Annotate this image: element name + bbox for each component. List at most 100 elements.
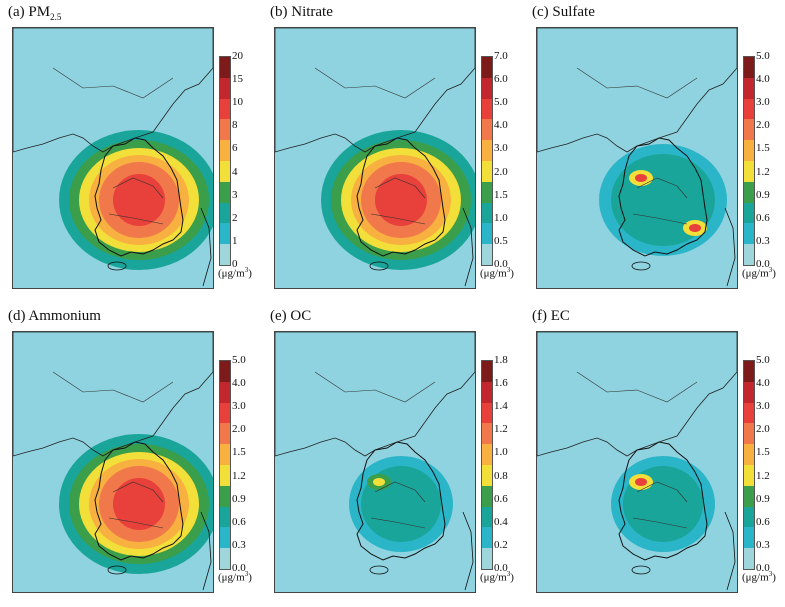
japan-coastline (462, 207, 474, 287)
panel-title-text: (c) Sulfate (532, 4, 595, 20)
unit-text: (μg/m (480, 571, 507, 584)
panel-title-d: (d) Ammonium (8, 308, 101, 325)
colorbar-tick-label: 10 (232, 96, 243, 109)
unit-text: (μg/m (218, 267, 245, 280)
colorbar-tick-label: 1.8 (494, 354, 508, 366)
map-panel-e: (e) OC 1.8 1.6 1.4 1.2 1.0 0.8 0.6 0.4 0.2 0.0 (μg/… (262, 304, 524, 604)
colorbar (743, 56, 755, 266)
colorbar-tick-label: 0.6 (756, 515, 770, 528)
china-boundary (13, 28, 213, 153)
colorbar-segment (744, 381, 754, 403)
province-boundary (52, 371, 174, 403)
map-panel-b: (b) Nitrate 7.0 6.0 5.0 4.0 3.0 2.0 1.5 1.0 0.5 0.… (262, 0, 524, 300)
colorbar (219, 56, 231, 266)
colorbar-segment (482, 223, 492, 245)
japan-coastline (462, 511, 474, 591)
colorbar-segment (744, 527, 754, 549)
unit-close: ) (510, 267, 514, 280)
colorbar-tick-label: 4.0 (756, 377, 770, 390)
colorbar-segment (220, 402, 230, 424)
colorbar-tick-label: 0.4 (494, 515, 508, 528)
unit-text: (μg/m (742, 267, 769, 280)
panel-title-text: (f) EC (532, 308, 570, 324)
colorbar-segment (220, 361, 230, 382)
colorbar-tick-label: 0 (232, 258, 238, 270)
jeju-island (369, 565, 389, 575)
panel-title-e: (e) OC (270, 308, 311, 325)
colorbar-segment (220, 444, 230, 465)
colorbar-segment (744, 98, 754, 120)
colorbar-segment (220, 506, 230, 528)
colorbar-segment (220, 119, 230, 141)
jeju-island (631, 261, 651, 271)
colorbar-segment (482, 402, 492, 424)
korea-coastline (618, 137, 708, 257)
colorbar (481, 360, 493, 570)
map-panel-a: (a) PM2.5 20 15 10 8 6 4 3 2 1 0 (μg/m3) (0, 0, 262, 300)
unit-text: (μg/m (480, 267, 507, 280)
colorbar-tick-label: 5.0 (756, 354, 770, 366)
unit-close: ) (772, 267, 776, 280)
colorbar-tick-label: 0.0 (494, 562, 508, 574)
unit-superscript: 3 (244, 570, 249, 578)
colorbar-tick-label: 0.6 (756, 211, 770, 224)
colorbar-segment (744, 77, 754, 99)
colorbar-segment (220, 223, 230, 245)
panel-title-text: (e) OC (270, 308, 312, 324)
colorbar-tick-label: 5.0 (756, 50, 770, 62)
colorbar-tick-label: 0.9 (756, 188, 770, 201)
colorbar-segment (220, 423, 230, 445)
panel-title-b: (b) Nitrate (270, 4, 333, 21)
colorbar-tick-label: 1.5 (494, 188, 508, 201)
colorbar-segment (482, 140, 492, 161)
colorbar-tick-label: 0.9 (756, 492, 770, 505)
colorbar-tick-label: 3.0 (756, 96, 770, 109)
colorbar-tick-label: 15 (232, 73, 243, 86)
colorbar-tick-label: 1.6 (494, 377, 508, 390)
colorbar-tick-label: 2.0 (232, 423, 246, 436)
jeju-island (631, 565, 651, 575)
unit-close: ) (510, 571, 514, 584)
colorbar-tick-label: 0.6 (232, 515, 246, 528)
province-boundary (52, 67, 174, 99)
map-area (12, 331, 214, 593)
unit-close: ) (248, 267, 252, 280)
colorbar-segment (220, 465, 230, 486)
unit-superscript: 3 (506, 570, 511, 578)
colorbar-tick-label: 3.0 (232, 400, 246, 413)
colorbar-segment (220, 161, 230, 182)
china-boundary (13, 332, 213, 457)
colorbar (743, 360, 755, 570)
colorbar-segment (482, 485, 492, 507)
concentration-map (13, 28, 213, 287)
map-area (536, 27, 738, 289)
korea-province-boundary (370, 481, 426, 529)
jeju-island (107, 261, 127, 271)
colorbar-tick-label: 1 (232, 234, 238, 247)
map-area (274, 27, 476, 289)
colorbar-tick-label: 2.0 (756, 119, 770, 132)
map-area (536, 331, 738, 593)
colorbar-tick-label: 5.0 (494, 96, 508, 109)
panel-title-a: (a) PM2.5 (8, 4, 61, 22)
colorbar-tick-label: 7.0 (494, 50, 508, 62)
colorbar-tick-label: 3 (232, 188, 238, 201)
panel-title-text: (a) PM (8, 4, 51, 20)
china-boundary (537, 332, 737, 457)
colorbar-tick-label: 6.0 (494, 73, 508, 86)
colorbar-tick-label: 0.6 (494, 492, 508, 505)
colorbar-tick-label: 1.5 (232, 446, 246, 459)
colorbar (219, 360, 231, 570)
province-boundary (576, 371, 698, 403)
colorbar-tick-label: 2.0 (494, 165, 508, 178)
province-boundary (576, 67, 698, 99)
concentration-map (13, 332, 213, 591)
colorbar-segment (482, 119, 492, 141)
colorbar-tick-label: 1.4 (494, 400, 508, 413)
colorbar-segment (744, 119, 754, 141)
map-panel-f: (f) EC 5.0 4.0 3.0 2.0 1.5 1.2 0.9 0.6 0.3 0.0 (μg/… (524, 304, 785, 604)
korea-province-boundary (632, 177, 688, 225)
unit-superscript: 3 (768, 266, 773, 274)
colorbar-segment (220, 98, 230, 120)
colorbar-tick-label: 20 (232, 50, 243, 62)
